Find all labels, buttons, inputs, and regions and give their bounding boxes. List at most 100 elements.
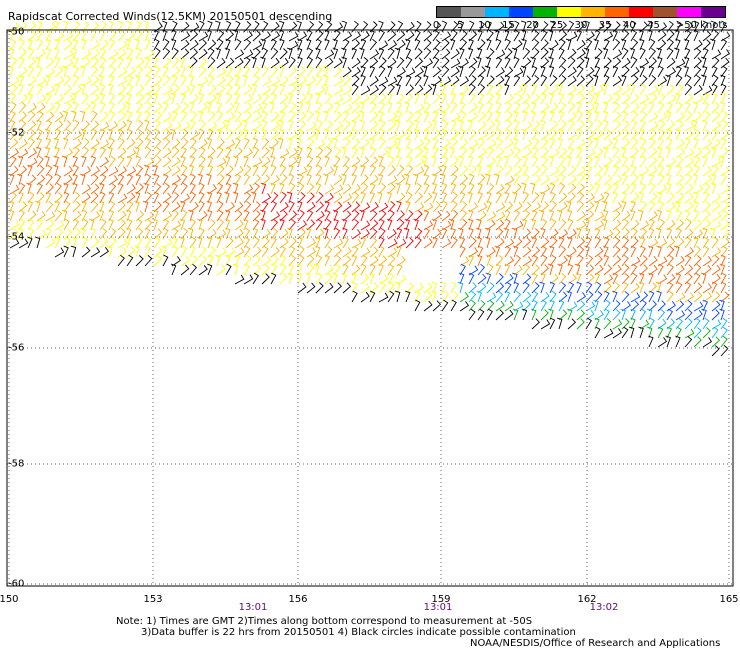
wind-barb	[180, 74, 187, 87]
wind-barb	[369, 219, 379, 231]
wind-barb	[702, 92, 709, 105]
wind-barb	[279, 254, 287, 267]
wind-barb	[638, 173, 645, 186]
wind-barb	[54, 66, 64, 78]
wind-barb	[234, 137, 241, 150]
wind-barb	[547, 263, 554, 276]
wind-barb	[665, 74, 671, 87]
wind-barb	[351, 119, 357, 132]
wind-barb	[666, 245, 675, 258]
wind-barb	[324, 120, 334, 132]
wind-barb	[675, 219, 684, 231]
wind-barb	[612, 236, 621, 249]
wind-barb	[288, 56, 296, 69]
wind-barb	[450, 29, 458, 42]
wind-barb	[657, 308, 666, 321]
wind-barb	[684, 192, 694, 204]
wind-barb	[27, 191, 35, 204]
wind-barb	[655, 281, 662, 294]
wind-barb	[18, 148, 29, 159]
wind-barb	[306, 155, 314, 168]
wind-barb	[224, 155, 231, 168]
lon-label-162: 162	[577, 594, 597, 605]
wind-barb	[162, 38, 170, 51]
wind-barb	[702, 147, 711, 159]
wind-barb	[558, 309, 568, 321]
wind-barb	[522, 139, 533, 150]
wind-barb	[54, 236, 61, 249]
wind-barb	[153, 65, 161, 78]
wind-barb	[459, 292, 469, 303]
wind-barb	[405, 111, 414, 123]
wind-barb	[269, 146, 275, 159]
wind-barb	[477, 155, 484, 168]
wind-barb	[180, 138, 189, 150]
wind-barb	[710, 182, 717, 195]
wind-barb	[504, 119, 513, 132]
wind-barb	[45, 238, 56, 249]
wind-barb	[171, 110, 179, 123]
wind-barb	[288, 119, 294, 132]
wind-barb	[484, 227, 491, 240]
wind-barb	[216, 209, 224, 222]
wind-barb	[675, 65, 682, 78]
wind-barb	[189, 101, 195, 114]
wind-barb	[297, 38, 303, 51]
wind-barb	[522, 273, 532, 285]
wind-barb	[484, 65, 491, 78]
wind-barb	[675, 58, 686, 69]
wind-barb	[702, 30, 712, 42]
wind-barb	[351, 146, 359, 159]
wind-barb	[243, 255, 252, 267]
wind-barb	[207, 65, 215, 78]
wind-barb	[486, 282, 495, 294]
wind-barb	[423, 173, 430, 186]
wind-barb	[639, 308, 647, 321]
wind-barb	[396, 110, 403, 123]
wind-barb	[666, 157, 677, 168]
wind-barb	[387, 112, 398, 123]
wind-barb	[495, 101, 502, 114]
wind-barb	[117, 40, 128, 51]
wind-barb	[171, 156, 181, 168]
wind-barb	[180, 182, 188, 195]
wind-barb	[612, 120, 622, 132]
wind-barb	[558, 128, 564, 141]
wind-barb	[286, 191, 293, 204]
wind-barb	[423, 146, 429, 159]
wind-barb	[8, 209, 15, 222]
wind-barb	[198, 31, 209, 42]
wind-barb	[279, 174, 288, 186]
wind-barb	[216, 121, 227, 132]
wind-barb	[405, 21, 415, 33]
wind-barb	[585, 273, 595, 285]
wind-barb	[126, 192, 136, 204]
wind-barb	[709, 227, 716, 240]
wind-barb	[216, 174, 225, 186]
wind-barb	[313, 263, 320, 276]
wind-barb	[18, 128, 26, 141]
wind-barb	[333, 155, 341, 168]
wind-barb	[243, 84, 253, 96]
wind-barb	[279, 148, 290, 159]
wind-barb	[702, 174, 712, 186]
wind-barb	[495, 219, 505, 231]
wind-barb	[351, 245, 359, 258]
wind-barb	[621, 264, 630, 276]
wind-barb	[558, 236, 565, 249]
wind-barb	[711, 92, 718, 105]
wind-barb	[332, 38, 338, 51]
wind-barb	[63, 148, 73, 159]
wind-barb	[628, 326, 635, 339]
wind-barb	[531, 318, 540, 330]
wind-barb	[34, 56, 41, 69]
wind-barb	[612, 210, 621, 222]
wind-barb	[153, 75, 163, 87]
wind-barb	[377, 191, 383, 204]
wind-barb	[90, 138, 100, 150]
wind-barb	[313, 128, 320, 141]
wind-barb	[252, 272, 260, 285]
wind-barb	[99, 92, 106, 105]
wind-barb	[639, 110, 648, 123]
wind-barb	[576, 220, 587, 231]
